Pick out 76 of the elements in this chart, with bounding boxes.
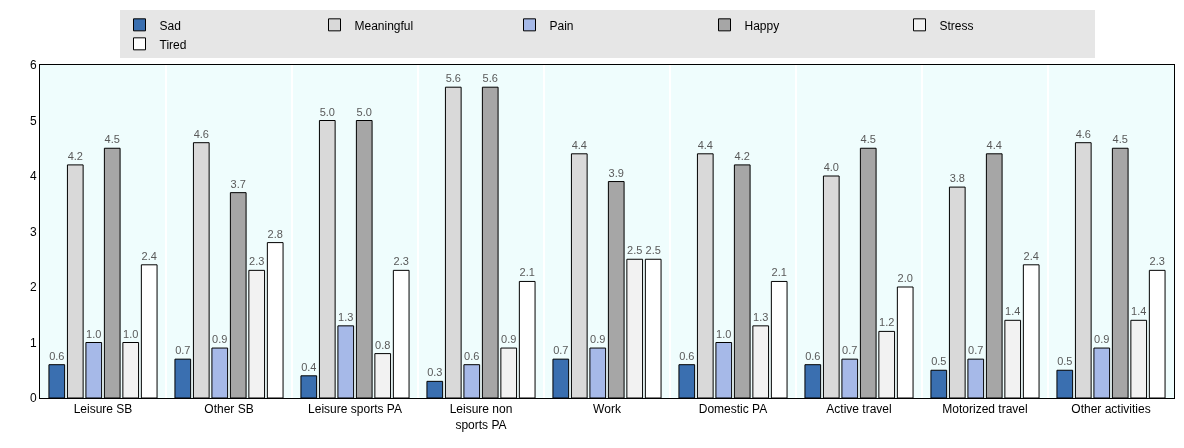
data-label: 1.0 [86, 327, 102, 340]
data-label: 2.3 [393, 255, 409, 268]
legend-label: Meaningful [354, 18, 414, 33]
data-label: 0.5 [931, 355, 947, 368]
x-tick-label: Work [593, 402, 622, 417]
data-label: 1.4 [1131, 305, 1147, 318]
data-label: 0.8 [375, 338, 391, 351]
data-label: 0.9 [590, 333, 606, 346]
data-label: 5.6 [482, 72, 498, 85]
x-tick-label: Other SB [204, 402, 254, 417]
x-tick-label: Motorized travel [942, 402, 1028, 417]
y-tick-label: 6 [29, 58, 37, 73]
legend-label: Tired [159, 37, 187, 52]
data-label: 4.5 [860, 133, 876, 146]
data-label: 5.0 [356, 105, 372, 118]
data-label: 2.0 [897, 272, 913, 284]
data-label: 0.5 [1057, 355, 1073, 368]
y-tick-label: 5 [29, 113, 37, 128]
legend-label: Stress [939, 18, 974, 33]
data-label: 4.5 [104, 133, 120, 146]
data-label: 0.9 [1094, 333, 1110, 346]
x-tick-label: Leisure SB [73, 402, 133, 417]
data-label: 4.0 [823, 161, 839, 173]
data-label: 4.6 [1075, 127, 1091, 140]
data-label: 4.4 [697, 138, 713, 151]
data-label: 0.6 [49, 349, 65, 362]
data-label: 1.0 [123, 327, 139, 340]
y-tick-label: 4 [29, 169, 37, 184]
data-label: 5.0 [319, 105, 335, 118]
legend-label: Pain [549, 18, 574, 33]
data-label: 1.3 [753, 310, 769, 323]
data-label: 1.0 [716, 327, 732, 340]
data-label: 0.3 [427, 366, 443, 379]
data-label: 4.6 [193, 127, 209, 140]
data-label: 4.5 [1112, 133, 1128, 146]
data-label: 3.8 [949, 172, 965, 185]
data-label: 0.7 [968, 344, 984, 357]
x-tick-label: Domestic PA [698, 402, 768, 417]
data-label: 4.4 [986, 138, 1002, 151]
data-label: 0.6 [805, 349, 821, 362]
x-tick-label: Other activities [1071, 402, 1151, 417]
y-tick-label: 1 [29, 335, 37, 350]
legend-label: Happy [744, 18, 780, 33]
data-label: 1.3 [338, 310, 354, 323]
data-label: 3.9 [608, 166, 624, 179]
data-label: 2.8 [267, 227, 283, 240]
data-label: 2.1 [519, 266, 535, 279]
x-tick-label: Leisure sports PA [308, 402, 402, 417]
data-label: 0.7 [553, 344, 569, 357]
data-label: 0.9 [501, 333, 517, 346]
data-label: 4.2 [67, 149, 83, 162]
data-label: 0.4 [301, 360, 317, 373]
data-label: 0.6 [679, 349, 695, 362]
x-tick-label: Leisure non sports PA [449, 402, 513, 432]
data-label: 2.3 [1149, 255, 1165, 268]
data-label: 3.7 [230, 177, 246, 190]
data-label: 2.3 [249, 255, 265, 268]
y-tick-label: 3 [29, 224, 37, 239]
data-label: 2.5 [627, 244, 643, 257]
data-label: 1.4 [1005, 305, 1021, 318]
data-label: 0.9 [212, 333, 228, 346]
data-label: 2.4 [1023, 249, 1039, 262]
data-label: 0.7 [842, 344, 858, 357]
data-label: 1.2 [879, 316, 895, 329]
data-label: 4.4 [571, 138, 587, 151]
data-label: 5.6 [445, 72, 461, 85]
legend-label: Sad [159, 18, 181, 33]
data-label: 4.2 [734, 149, 750, 162]
y-tick-label: 2 [29, 280, 37, 295]
data-label: 0.7 [175, 344, 191, 357]
y-tick-label: 0 [29, 391, 37, 406]
data-label: 2.1 [771, 266, 787, 279]
data-label: 2.4 [141, 249, 157, 262]
x-tick-label: Active travel [826, 402, 892, 417]
data-label: 0.6 [464, 349, 480, 362]
data-label: 2.5 [645, 244, 661, 257]
